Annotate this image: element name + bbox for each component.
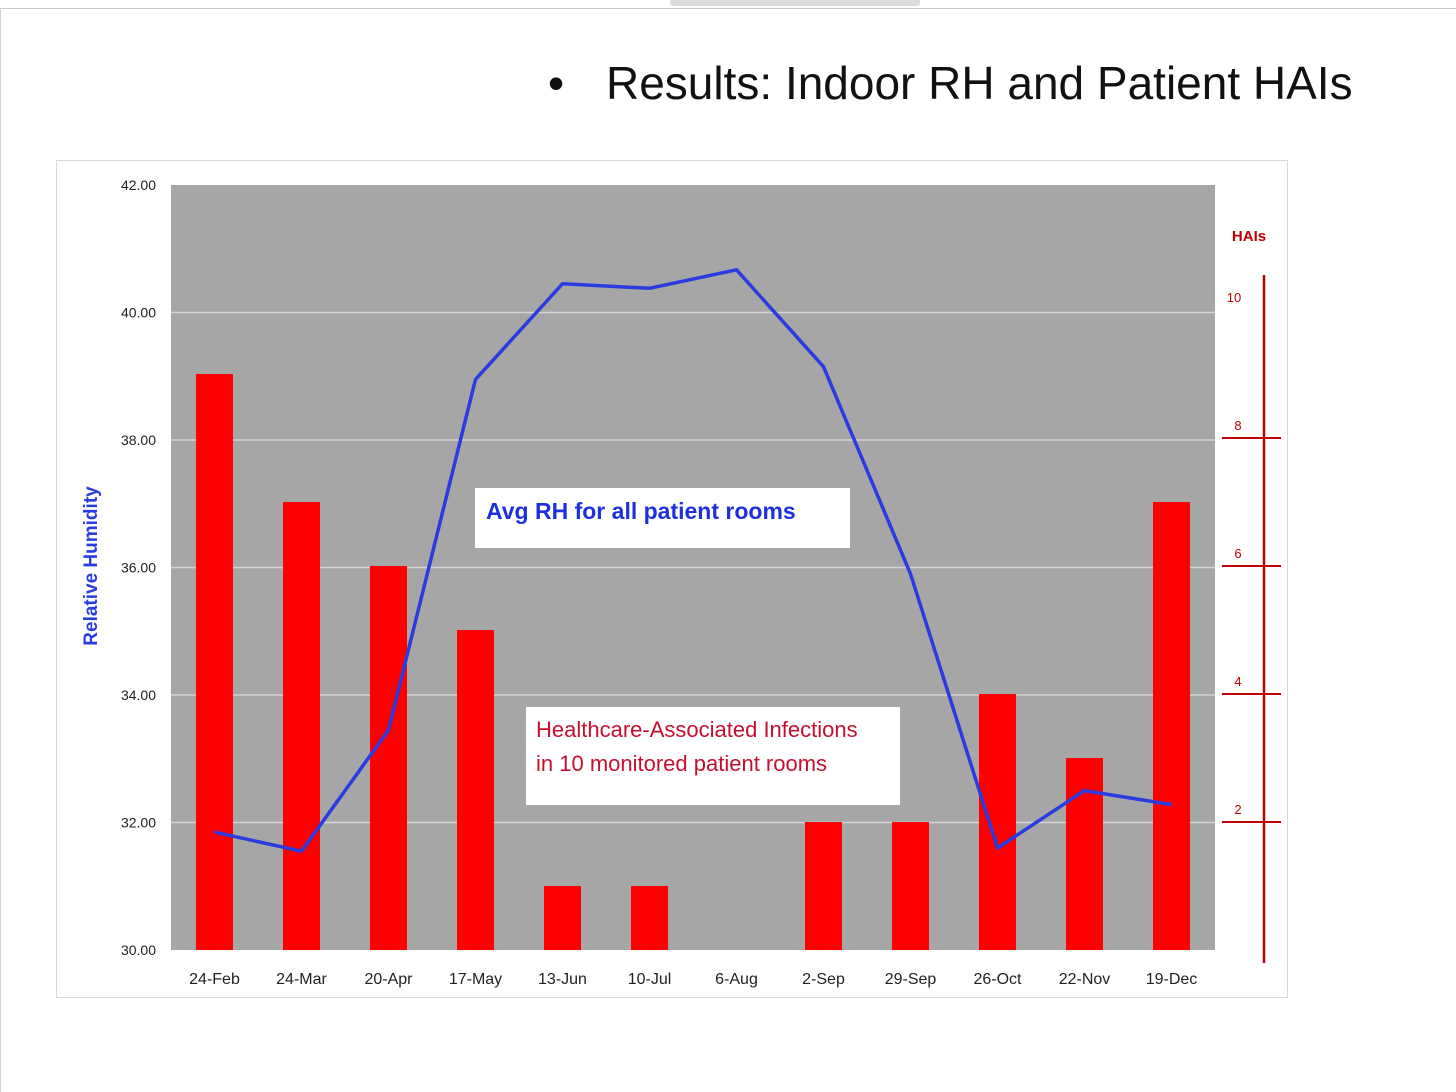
hai-bar xyxy=(892,822,929,950)
left-tick-label: 30.00 xyxy=(121,942,156,958)
hai-bar xyxy=(196,374,233,950)
hai-bar xyxy=(979,694,1016,950)
slide-title: • Results: Indoor RH and Patient HAIs xyxy=(548,56,1353,110)
left-tick-label: 36.00 xyxy=(121,560,156,576)
hai-bar xyxy=(805,822,842,950)
right-tick-label: 6 xyxy=(1234,546,1241,561)
rh-series-label: Avg RH for all patient rooms xyxy=(486,498,796,524)
rh-line xyxy=(214,268,1172,853)
left-tick-label: 40.00 xyxy=(121,305,156,321)
x-tick-label: 24-Mar xyxy=(276,971,327,988)
hai-bar xyxy=(283,502,320,950)
right-tick-label: 10 xyxy=(1227,290,1241,305)
rh-series-label-box: Avg RH for all patient rooms xyxy=(475,488,850,548)
window-tab xyxy=(670,0,920,6)
left-tick-label: 38.00 xyxy=(121,432,156,448)
x-tick-label: 2-Sep xyxy=(802,971,845,988)
left-tick-label: 42.00 xyxy=(121,177,156,193)
left-tick-label: 34.00 xyxy=(121,687,156,703)
left-axis-ticks: 30.00 32.00 34.00 36.00 38.00 40.00 42.00 xyxy=(121,177,156,958)
x-tick-label: 13-Jun xyxy=(538,971,587,988)
right-axis-label: HAIs xyxy=(1232,228,1266,245)
x-tick-label: 24-Feb xyxy=(189,971,240,988)
left-tick-label: 32.00 xyxy=(121,815,156,831)
hai-series-label-line2: in 10 monitored patient rooms xyxy=(536,751,828,776)
window-left-border xyxy=(0,8,1,1092)
right-tick-label: 4 xyxy=(1234,674,1241,689)
gridlines xyxy=(171,311,1215,824)
x-tick-label: 22-Nov xyxy=(1059,971,1111,988)
right-axis: 2 4 6 8 10 xyxy=(1222,275,1281,963)
hai-bar xyxy=(370,566,407,950)
hai-bar xyxy=(1066,758,1103,950)
hai-bar xyxy=(631,886,668,950)
x-axis-ticks: 24-Feb 24-Mar 20-Apr 17-May 13-Jun 10-Jul 6-Au… xyxy=(189,971,1197,988)
hai-series-label-line1: Healthcare-Associated Infections xyxy=(536,717,858,742)
x-tick-label: 17-May xyxy=(449,971,502,988)
x-tick-label: 26-Oct xyxy=(973,971,1022,988)
slide-title-text: Results: Indoor RH and Patient HAIs xyxy=(606,57,1353,109)
x-tick-label: 19-Dec xyxy=(1146,971,1198,988)
hai-bar xyxy=(544,886,581,950)
window-top-border xyxy=(0,8,1456,9)
x-tick-label: 29-Sep xyxy=(885,971,937,988)
bullet-marker: • xyxy=(548,57,565,109)
hai-series-label-box: Healthcare-Associated Infections in 10 m… xyxy=(526,707,900,805)
right-tick-label: 8 xyxy=(1234,418,1241,433)
hai-bar xyxy=(457,630,494,950)
x-tick-label: 6-Aug xyxy=(715,971,758,988)
right-tick-label: 2 xyxy=(1234,802,1241,817)
hai-bar xyxy=(1153,502,1190,950)
x-tick-label: 10-Jul xyxy=(628,971,672,988)
x-tick-label: 20-Apr xyxy=(364,971,413,988)
hai-bars xyxy=(196,374,1190,950)
left-axis-label: Relative Humidity xyxy=(81,486,102,646)
